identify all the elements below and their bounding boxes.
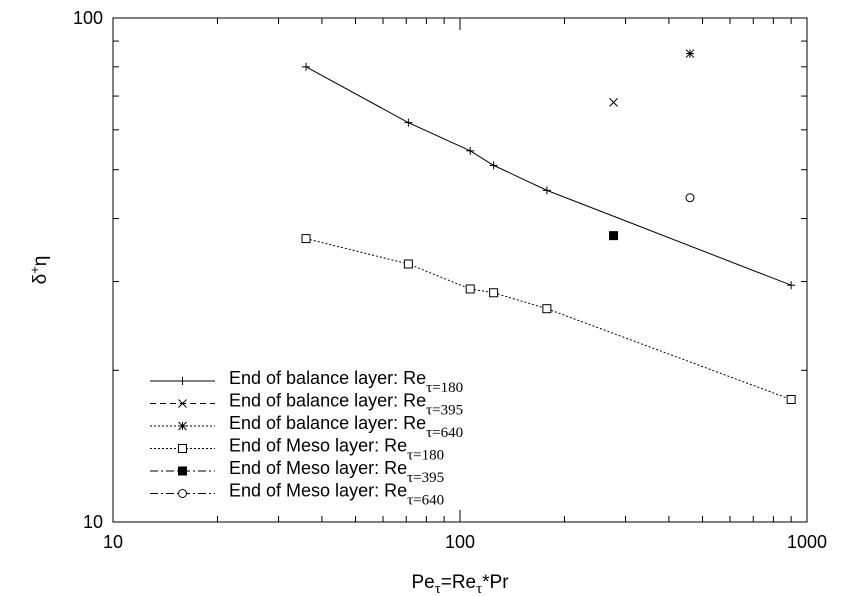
plus-marker [787,281,796,290]
star-marker [685,49,695,58]
plus-marker [466,146,475,155]
legend-entry: End of balance layer: Reτ=180 [150,368,463,396]
legend-entry: End of Meso layer: Reτ=395 [150,458,444,486]
legend-entry: End of Meso layer: Reτ=180 [150,436,444,464]
square-open-marker [403,259,413,269]
y-tick-label: 100 [73,8,103,28]
x-tick-label: 10 [103,532,123,552]
legend-label: End of Meso layer: Reτ=640 [229,481,444,509]
legend-label: End of balance layer: Reτ=395 [229,391,463,419]
plus-marker [302,62,311,71]
plus-marker [178,377,187,385]
plus-marker [489,161,498,170]
cross-marker [609,98,618,107]
x-tick-label: 100 [445,532,475,552]
square-open-marker [542,304,552,314]
cross-marker [178,399,187,408]
plus-marker [542,186,551,195]
legend-label: End of Meso layer: Reτ=180 [229,436,444,464]
series-6 [685,193,695,203]
x-tick-label: 1000 [787,532,827,552]
series-1 [302,62,796,290]
square-open-marker [301,234,311,244]
circle-open-marker [685,193,695,203]
series-3 [685,49,695,58]
square-filled-marker [178,466,187,476]
axis-tick-labels: 10 100 1000 10 100 [73,8,827,552]
square-open-marker [786,395,796,405]
series-5 [609,231,619,241]
x-axis-label: Peτ=Reτ*Pr [411,572,509,596]
square-open-marker [178,444,187,453]
y-tick-label: 10 [83,512,103,532]
square-filled-marker [609,231,619,241]
y-axis-label: δ+η [27,256,51,285]
square-open-marker [489,288,499,298]
axis-ticks [112,18,807,523]
square-open-marker [465,284,475,294]
legend-entry: End of balance layer: Reτ=395 [150,391,463,419]
legend-label: End of balance layer: Reτ=180 [229,368,463,396]
series-2 [609,98,618,107]
legend-entry: End of Meso layer: Reτ=640 [150,481,444,509]
series-4 [301,234,796,405]
legend-entry: End of balance layer: Reτ=640 [150,413,463,441]
plot-frame [112,17,808,523]
series-layer [301,49,796,405]
legend-label: End of balance layer: Reτ=640 [229,413,463,441]
circle-open-marker [178,489,187,498]
series-line [305,66,792,286]
star-marker [178,421,187,431]
plus-marker [404,118,413,127]
legend-label: End of Meso layer: Reτ=395 [229,458,444,486]
